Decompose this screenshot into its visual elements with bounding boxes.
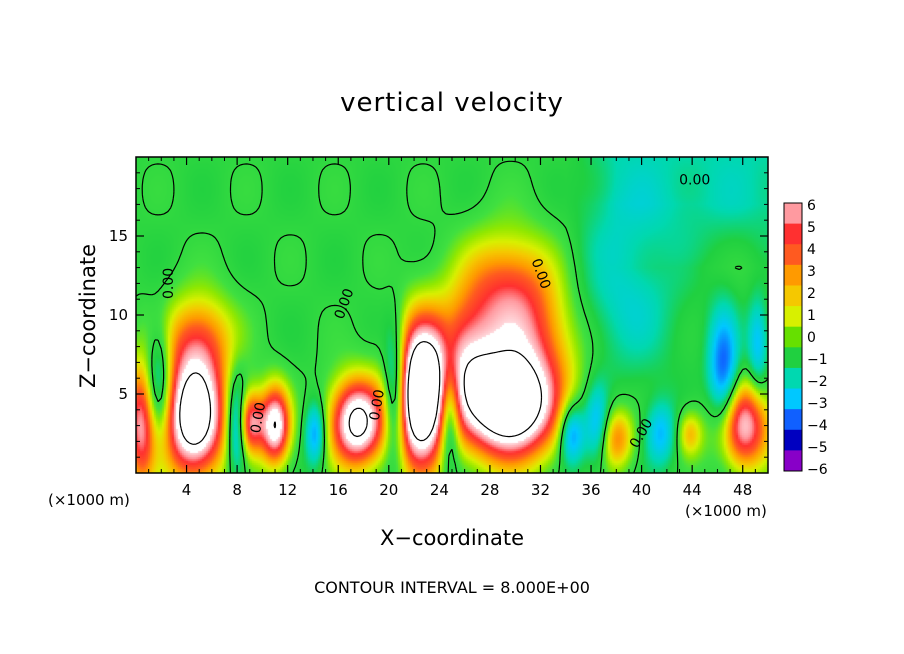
x-tick-label: 44 — [683, 481, 702, 499]
colorbar-label: −5 — [807, 440, 828, 456]
colorbar-swatch — [784, 450, 802, 472]
colorbar-label: 4 — [807, 242, 816, 258]
y-tick-label: 15 — [109, 227, 128, 245]
x-tick-label: 20 — [379, 481, 398, 499]
contour-label: 0.00 — [679, 173, 710, 189]
colorbar: 6 5 4 3 2 1 0 −1 −2 −3 −4 −5 −6 — [783, 198, 828, 478]
colorbar-label: 6 — [807, 198, 816, 214]
colorbar-label: 5 — [807, 220, 816, 236]
x-unit-left: (×1000 m) — [48, 491, 130, 509]
contour-line-zero — [136, 160, 768, 473]
colorbar-swatch — [784, 223, 802, 245]
colorbar-swatch — [784, 264, 802, 286]
colorbar-label: −4 — [807, 418, 828, 434]
colorbar-frame — [783, 202, 803, 472]
x-unit-right: (×1000 m) — [685, 502, 767, 520]
contour-interval-note: CONTOUR INTERVAL = 8.000E+00 — [314, 578, 590, 597]
x-tick-label: 24 — [430, 481, 449, 499]
x-tick-label: 48 — [733, 481, 752, 499]
colorbar-swatch — [784, 347, 802, 369]
y-tick-label: 5 — [118, 385, 128, 403]
colorbar-label: −3 — [807, 396, 828, 412]
x-tick-label: 32 — [531, 481, 550, 499]
x-tick-label: 12 — [278, 481, 297, 499]
x-tick-label: 4 — [182, 481, 192, 499]
colorbar-swatch — [784, 367, 802, 390]
velocity-field-heatmap — [136, 157, 768, 473]
x-tick-label: 36 — [581, 481, 600, 499]
x-axis-label: X−coordinate — [380, 526, 524, 550]
colorbar-label: 1 — [807, 308, 816, 324]
colorbar-swatch — [784, 306, 802, 328]
contour-label: 0.00 — [332, 287, 358, 322]
colorbar-swatch — [784, 203, 802, 225]
colorbar-swatch — [784, 244, 802, 266]
colorbar-swatch — [784, 409, 802, 431]
contour-label: 0.00 — [367, 388, 388, 421]
chart-title: vertical velocity — [340, 88, 564, 118]
colorbar-swatch — [784, 388, 802, 410]
y-axis-ticks: 5 10 15 — [109, 172, 768, 458]
x-axis-ticks: 4 8 12 16 20 24 28 32 36 40 44 48 — [148, 157, 756, 499]
contour-label: 0.00 — [248, 401, 269, 434]
colorbar-swatch — [784, 285, 802, 307]
colorbar-label: −1 — [807, 352, 828, 368]
colorbar-label: 3 — [807, 264, 816, 280]
colorbar-swatch — [784, 429, 802, 451]
x-tick-label: 28 — [480, 481, 499, 499]
colorbar-swatch — [784, 326, 802, 348]
plot-frame — [135, 156, 769, 474]
contour-line-zero — [179, 341, 543, 445]
x-tick-label: 40 — [632, 481, 651, 499]
x-tick-label: 16 — [329, 481, 348, 499]
contour-label: 0.00 — [161, 268, 177, 299]
colorbar-label: −2 — [807, 374, 828, 390]
contour-label: 0.00 — [627, 416, 656, 451]
x-tick-label: 8 — [232, 481, 242, 499]
contour-lines — [136, 160, 768, 473]
colorbar-label: 0 — [807, 330, 816, 346]
y-tick-label: 10 — [109, 306, 128, 324]
colorbar-label: 2 — [807, 286, 816, 302]
colorbar-label: −6 — [807, 462, 828, 478]
contour-label: 0.00 — [528, 257, 554, 292]
